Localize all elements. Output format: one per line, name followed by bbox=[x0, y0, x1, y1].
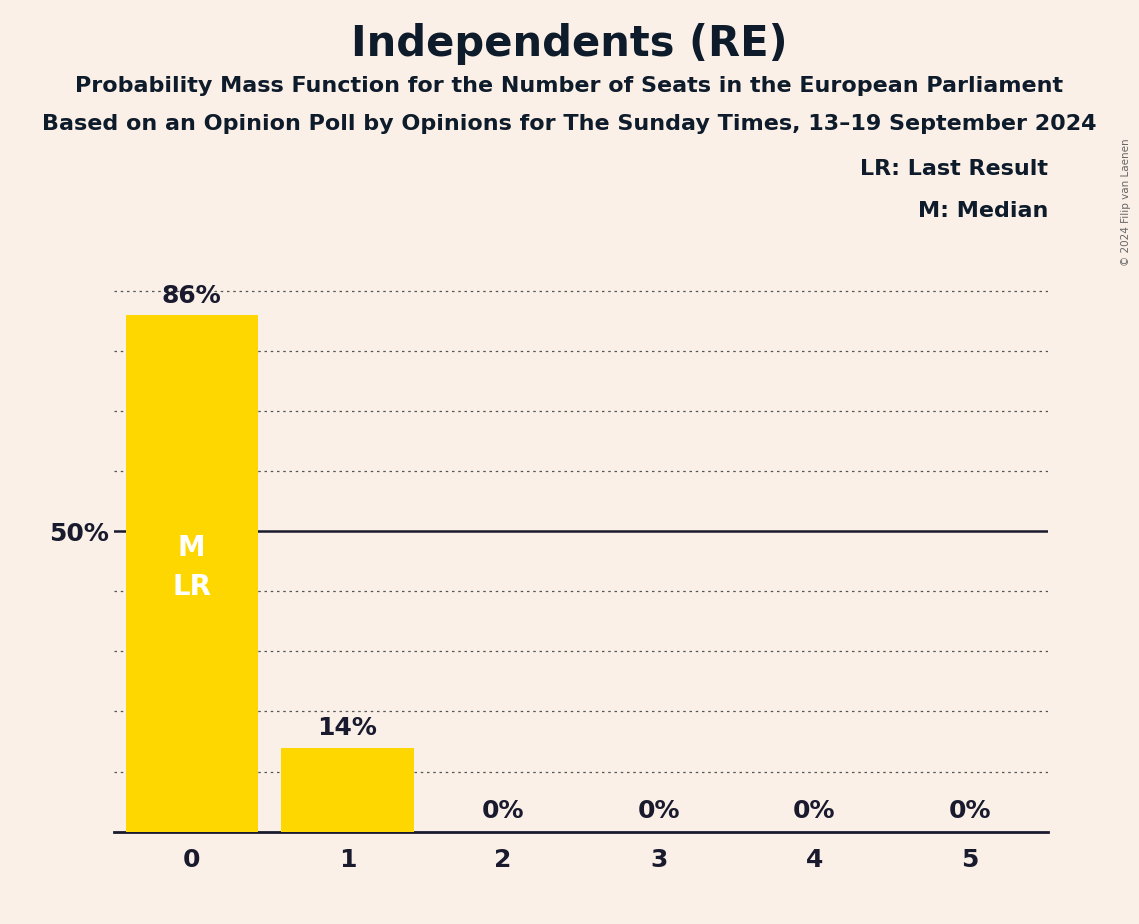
Text: 0%: 0% bbox=[482, 798, 524, 822]
Text: M
LR: M LR bbox=[172, 534, 211, 601]
Bar bbox=[125, 315, 257, 832]
Text: M: Median: M: Median bbox=[918, 201, 1048, 221]
Text: LR: Last Result: LR: Last Result bbox=[860, 159, 1048, 179]
Text: 86%: 86% bbox=[162, 284, 222, 308]
Text: © 2024 Filip van Laenen: © 2024 Filip van Laenen bbox=[1121, 139, 1131, 266]
Text: Probability Mass Function for the Number of Seats in the European Parliament: Probability Mass Function for the Number… bbox=[75, 76, 1064, 96]
Bar bbox=[281, 748, 413, 832]
Text: 0%: 0% bbox=[638, 798, 680, 822]
Text: 0%: 0% bbox=[793, 798, 836, 822]
Text: Independents (RE): Independents (RE) bbox=[351, 23, 788, 65]
Text: 14%: 14% bbox=[318, 716, 377, 740]
Text: 0%: 0% bbox=[949, 798, 991, 822]
Text: Based on an Opinion Poll by Opinions for The Sunday Times, 13–19 September 2024: Based on an Opinion Poll by Opinions for… bbox=[42, 114, 1097, 134]
